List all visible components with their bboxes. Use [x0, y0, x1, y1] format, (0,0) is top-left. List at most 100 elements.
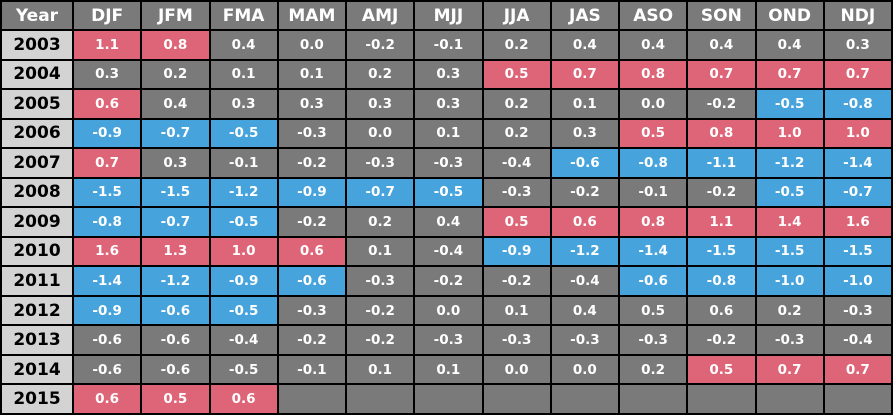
oni-value-cell: 0.5 — [140, 383, 211, 415]
oni-value-cell: 0.7 — [686, 58, 757, 91]
year-cell: 2006 — [0, 117, 74, 150]
empty-cell — [344, 383, 416, 415]
oni-value-cell: 0.2 — [344, 206, 416, 238]
oni-value-cell: -0.4 — [549, 265, 621, 297]
oni-value-cell: -1.5 — [140, 176, 211, 209]
table-row: 2012 -0.9 -0.6 -0.5 -0.3 -0.2 0.0 0.1 0.4 0.5 0.6 0… — [0, 294, 893, 327]
oni-value-cell: 0.6 — [71, 88, 143, 120]
oni-value-cell: -0.5 — [208, 294, 279, 327]
oni-value-cell: -0.2 — [276, 147, 348, 179]
column-header-jja: JJA — [481, 0, 552, 31]
oni-value-cell: -0.5 — [754, 88, 825, 120]
oni-value-cell: -0.5 — [208, 206, 279, 238]
oni-value-cell: 0.4 — [208, 29, 279, 61]
table-row: 2008 -1.5 -1.5 -1.2 -0.9 -0.7 -0.5 -0.3 -0.2 -0.1… — [0, 176, 893, 209]
column-header-amj: AMJ — [344, 0, 416, 31]
oni-value-cell: 1.3 — [140, 235, 211, 268]
oni-value-cell: -0.4 — [822, 324, 893, 356]
column-header-ond: OND — [754, 0, 825, 31]
year-cell: 2014 — [0, 353, 74, 386]
oni-value-cell: -0.3 — [276, 294, 348, 327]
oni-value-cell: 0.0 — [413, 294, 484, 327]
oni-value-cell: -0.7 — [822, 176, 893, 209]
year-cell: 2012 — [0, 294, 74, 327]
table-row: 2003 1.1 0.8 0.4 0.0 -0.2 -0.1 0.2 0.4 0.4 0.4 0.4 0… — [0, 29, 893, 61]
oni-value-cell: 0.1 — [276, 58, 348, 91]
column-header-mjj: MJJ — [413, 0, 484, 31]
year-cell: 2011 — [0, 265, 74, 297]
table-row: 2011 -1.4 -1.2 -0.9 -0.6 -0.3 -0.2 -0.2 -0.4 -0.6… — [0, 265, 893, 297]
oni-value-cell: 0.6 — [208, 383, 279, 415]
oni-value-cell: -1.5 — [71, 176, 143, 209]
oni-value-cell: -0.2 — [686, 176, 757, 209]
oni-value-cell: -0.9 — [71, 117, 143, 150]
column-header-son: SON — [686, 0, 757, 31]
oni-value-cell: 0.5 — [481, 206, 552, 238]
column-header-jfm: JFM — [140, 0, 211, 31]
oni-value-cell: -0.8 — [617, 147, 689, 179]
oni-value-cell: -0.2 — [276, 324, 348, 356]
oni-value-cell: 0.7 — [822, 58, 893, 91]
oni-value-cell: -0.6 — [617, 265, 689, 297]
oni-value-cell: 1.6 — [71, 235, 143, 268]
oni-value-cell: -0.8 — [822, 88, 893, 120]
oni-value-cell: -0.8 — [686, 265, 757, 297]
oni-value-cell: -1.5 — [754, 235, 825, 268]
oni-value-cell: -0.1 — [413, 29, 484, 61]
oni-value-cell: 1.0 — [822, 117, 893, 150]
oni-value-cell: 0.5 — [686, 353, 757, 386]
oni-value-cell: 0.1 — [549, 88, 621, 120]
oni-value-cell: -0.5 — [208, 117, 279, 150]
oni-value-cell: 0.2 — [481, 29, 552, 61]
oni-value-cell: 0.3 — [822, 29, 893, 61]
oni-value-cell: -0.8 — [71, 206, 143, 238]
oni-value-cell: -0.4 — [481, 147, 552, 179]
empty-cell — [549, 383, 621, 415]
oni-value-cell: -0.3 — [413, 324, 484, 356]
oni-value-cell: 1.1 — [686, 206, 757, 238]
oni-value-cell: 0.7 — [754, 353, 825, 386]
oni-value-cell: -0.3 — [822, 294, 893, 327]
oni-value-cell: -0.6 — [140, 353, 211, 386]
column-header-djf: DJF — [71, 0, 143, 31]
oni-value-cell: 0.8 — [140, 29, 211, 61]
year-cell: 2003 — [0, 29, 74, 61]
empty-cell — [822, 383, 893, 415]
oni-value-cell: -1.2 — [208, 176, 279, 209]
oni-value-cell: -0.3 — [344, 265, 416, 297]
table-row: 2006 -0.9 -0.7 -0.5 -0.3 0.0 0.1 0.2 0.3 0.5 0.8 1.… — [0, 117, 893, 150]
oni-value-cell: 0.1 — [344, 353, 416, 386]
oni-value-cell: -0.6 — [140, 324, 211, 356]
oni-value-cell: -0.2 — [549, 176, 621, 209]
year-cell: 2005 — [0, 88, 74, 120]
oni-value-cell: -0.4 — [413, 235, 484, 268]
table-row: 2007 0.7 0.3 -0.1 -0.2 -0.3 -0.3 -0.4 -0.6 -0.8 -1… — [0, 147, 893, 179]
table-row: 2015 0.6 0.5 0.6 — [0, 383, 893, 415]
empty-cell — [686, 383, 757, 415]
oni-value-cell: 0.2 — [754, 294, 825, 327]
table-body: 2003 1.1 0.8 0.4 0.0 -0.2 -0.1 0.2 0.4 0.4 0.4 0.4 0… — [0, 29, 893, 415]
oni-value-cell: 0.8 — [686, 117, 757, 150]
oni-value-cell: 0.3 — [344, 88, 416, 120]
oni-value-cell: -1.2 — [140, 265, 211, 297]
oni-value-cell: 0.1 — [208, 58, 279, 91]
oni-value-cell: -0.6 — [140, 294, 211, 327]
oni-value-cell: 0.2 — [140, 58, 211, 91]
oni-value-cell: 0.3 — [413, 58, 484, 91]
year-cell: 2004 — [0, 58, 74, 91]
column-header-ndj: NDJ — [822, 0, 893, 31]
oni-value-cell: 0.8 — [617, 206, 689, 238]
oni-value-cell: 0.3 — [276, 88, 348, 120]
oni-value-cell: -0.2 — [344, 294, 416, 327]
oni-value-cell: -0.7 — [140, 206, 211, 238]
oni-value-cell: 1.0 — [754, 117, 825, 150]
oni-value-cell: 0.0 — [344, 117, 416, 150]
oni-value-cell: -0.9 — [481, 235, 552, 268]
year-cell: 2007 — [0, 147, 74, 179]
oni-value-cell: 0.5 — [481, 58, 552, 91]
oni-value-cell: -0.3 — [754, 324, 825, 356]
oni-value-cell: 0.4 — [754, 29, 825, 61]
oni-value-cell: -1.4 — [617, 235, 689, 268]
empty-cell — [617, 383, 689, 415]
oni-value-cell: 0.2 — [481, 88, 552, 120]
